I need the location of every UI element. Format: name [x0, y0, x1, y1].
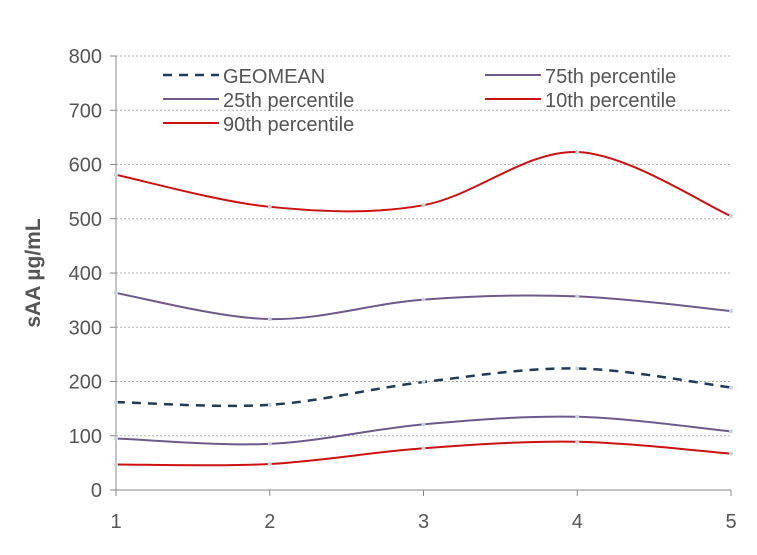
- y-tick-label: 100: [69, 426, 102, 448]
- y-tick-label: 200: [69, 372, 102, 394]
- legend-label: 75th percentile: [545, 66, 676, 88]
- data-point: [421, 297, 426, 302]
- series-lines: [114, 150, 733, 467]
- data-point: [575, 414, 580, 419]
- data-point: [729, 385, 733, 390]
- legend-label: 10th percentile: [545, 90, 676, 112]
- data-point: [267, 441, 272, 446]
- data-point: [114, 291, 118, 296]
- legend-label: 25th percentile: [223, 90, 354, 112]
- data-point: [575, 439, 580, 444]
- legend-label: 90th percentile: [223, 114, 354, 136]
- data-point: [267, 317, 272, 322]
- x-tick-label: 2: [264, 511, 275, 533]
- y-tick-label: 700: [69, 100, 102, 122]
- data-point: [729, 214, 733, 219]
- data-point: [114, 172, 118, 177]
- y-tick-labels: 0 100 200 300 400 500 600 700 800: [69, 46, 102, 502]
- y-tick-label: 300: [69, 317, 102, 339]
- y-tick-label: 0: [91, 480, 102, 502]
- series-line-3: [115, 292, 732, 321]
- data-point: [575, 150, 580, 155]
- y-tick-label: 600: [69, 155, 102, 177]
- y-axis-title: sAA µg/mL: [22, 218, 45, 327]
- y-tick-label: 500: [69, 209, 102, 231]
- data-point: [729, 429, 733, 434]
- data-point: [575, 294, 580, 299]
- data-point: [267, 204, 272, 209]
- data-point: [114, 400, 118, 405]
- series-line-4: [115, 440, 732, 467]
- x-tick-label: 4: [572, 511, 583, 533]
- data-point: [267, 461, 272, 466]
- data-point: [575, 366, 580, 371]
- data-point: [421, 203, 426, 208]
- grid-lines: [116, 55, 731, 437]
- series-line-0: [115, 367, 732, 408]
- data-point: [114, 436, 118, 441]
- data-point: [729, 308, 733, 313]
- series-line-1: [115, 415, 732, 446]
- x-tick-label: 3: [418, 511, 429, 533]
- y-tick-label: 400: [69, 263, 102, 285]
- y-tick-label: 800: [69, 46, 102, 68]
- data-point: [421, 446, 426, 451]
- data-point: [267, 402, 272, 407]
- data-point: [114, 462, 118, 467]
- data-point: [421, 422, 426, 427]
- axes: [110, 55, 732, 496]
- x-tick-label: 1: [110, 511, 121, 533]
- legend-label: GEOMEAN: [223, 66, 325, 88]
- data-point: [421, 380, 426, 385]
- x-tick-labels: 1 2 3 4 5: [110, 511, 736, 533]
- x-tick-label: 5: [725, 511, 736, 533]
- data-point: [729, 451, 733, 456]
